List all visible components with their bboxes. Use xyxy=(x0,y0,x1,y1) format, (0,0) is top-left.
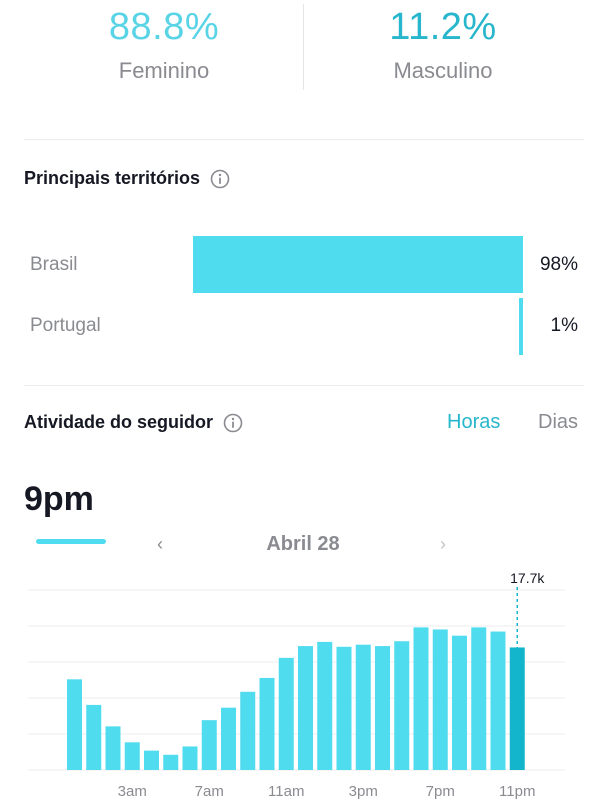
territory-bar-brasil xyxy=(192,236,523,293)
territory-percent-brasil: 98% xyxy=(539,254,578,275)
x-tick-3am: 3am xyxy=(118,783,147,800)
gender-divider xyxy=(303,4,304,90)
date-label: Abril 28 xyxy=(266,533,340,555)
selected-time: 9pm xyxy=(24,480,94,518)
territories-title-text: Principais territórios xyxy=(24,168,201,188)
territory-percent-portugal: 1% xyxy=(550,315,578,336)
bar-3am[interactable] xyxy=(124,742,140,770)
activity-bar-chart: 3am 7am 11am 3pm 7pm 11pm 17.7k xyxy=(28,570,565,800)
bar-4am[interactable] xyxy=(144,750,159,770)
chevron-left-icon[interactable]: ‹ xyxy=(157,534,163,554)
female-percent: 88.8% xyxy=(108,6,220,48)
bar-10pm[interactable] xyxy=(490,631,506,770)
bar-7am[interactable] xyxy=(201,720,217,770)
x-tick-7am: 7am xyxy=(195,783,224,800)
bar-11pm[interactable] xyxy=(509,647,525,770)
x-tick-11am: 11am xyxy=(268,783,304,800)
section-divider xyxy=(24,139,584,140)
territory-name-portugal: Portugal xyxy=(30,315,101,336)
bar-6pm[interactable] xyxy=(413,627,429,770)
x-tick-3pm: 3pm xyxy=(349,783,378,800)
selected-bar-value-label: 17.7k xyxy=(510,570,545,586)
bar-12am[interactable] xyxy=(67,679,82,770)
selected-time-underline xyxy=(36,539,106,544)
tab-horas[interactable]: Horas xyxy=(447,411,501,433)
bar-10am[interactable] xyxy=(259,677,275,770)
gender-female: 88.8% Feminino xyxy=(24,0,304,84)
territory-bar-portugal xyxy=(519,298,523,355)
tab-dias[interactable]: Dias xyxy=(538,411,579,433)
activity-title-text: Atividade do seguidor xyxy=(24,412,214,432)
bar-4pm[interactable] xyxy=(375,646,390,770)
chart-bars xyxy=(67,627,525,770)
bar-12pm[interactable] xyxy=(298,646,313,770)
territory-name-brasil: Brasil xyxy=(30,254,78,275)
territories-title: Principais territórios xyxy=(24,168,230,189)
bar-2pm[interactable] xyxy=(336,646,352,770)
chart-selected-annotation: 17.7k xyxy=(510,570,545,648)
bar-5pm[interactable] xyxy=(394,641,410,770)
info-icon[interactable] xyxy=(210,169,230,189)
male-label: Masculino xyxy=(393,58,493,83)
bar-3pm[interactable] xyxy=(355,644,371,770)
female-label: Feminino xyxy=(118,58,210,83)
x-tick-7pm: 7pm xyxy=(426,783,455,800)
info-icon[interactable] xyxy=(223,413,243,433)
bar-7pm[interactable] xyxy=(432,629,448,770)
bar-9pm[interactable] xyxy=(471,627,487,770)
bar-2am[interactable] xyxy=(105,726,121,770)
section-divider xyxy=(24,385,584,386)
bar-9am[interactable] xyxy=(240,691,256,770)
chart-x-ticks: 3am 7am 11am 3pm 7pm 11pm xyxy=(118,783,536,800)
gender-split: 88.8% Feminino 11.2% Masculino xyxy=(0,0,606,92)
chevron-right-icon[interactable]: › xyxy=(440,534,446,554)
bar-5am[interactable] xyxy=(163,754,179,770)
bar-8am[interactable] xyxy=(221,707,236,770)
gender-male: 11.2% Masculino xyxy=(303,0,583,84)
bar-8pm[interactable] xyxy=(452,635,467,770)
bar-1am[interactable] xyxy=(86,704,102,770)
male-percent: 11.2% xyxy=(389,6,497,48)
x-tick-11pm: 11pm xyxy=(499,783,535,800)
activity-title: Atividade do seguidor xyxy=(24,412,243,433)
bar-11am[interactable] xyxy=(278,657,294,770)
bar-6am[interactable] xyxy=(182,746,198,770)
bar-1pm[interactable] xyxy=(317,641,333,770)
